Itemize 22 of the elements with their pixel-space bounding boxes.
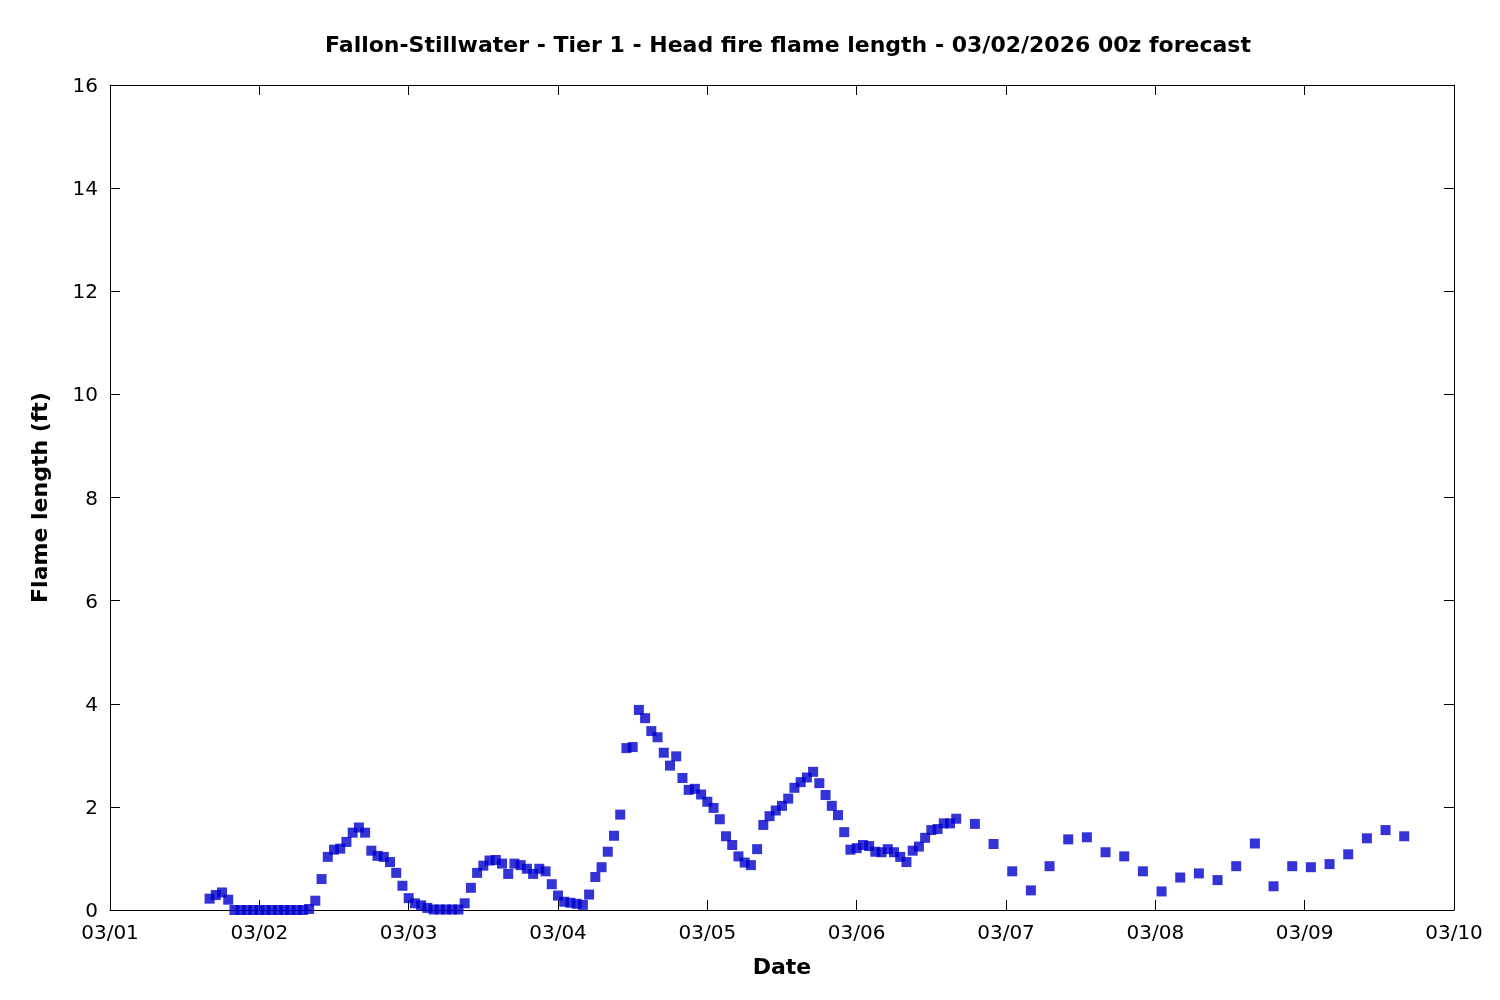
y-tick-label: 16 (72, 73, 98, 97)
y-tick-label: 2 (85, 794, 98, 819)
x-tick-label: 03/05 (678, 920, 737, 944)
chart-title: Fallon-Stillwater - Tier 1 - Head fire flame length - 03/02/2026 00z forecast (325, 31, 1252, 57)
x-tick-label: 03/01 (81, 920, 139, 944)
y-tick-label: 8 (85, 485, 98, 510)
x-tick-label: 03/08 (1126, 920, 1185, 944)
x-tick-label: 03/10 (1425, 920, 1483, 944)
x-tick-label: 03/07 (977, 920, 1035, 944)
x-tick-label: 03/03 (379, 920, 438, 944)
y-axis-title: Flame length (ft) (26, 392, 52, 603)
y-tick-label: 14 (72, 176, 98, 201)
x-tick-label: 03/06 (827, 920, 886, 944)
x-tick-label: 03/04 (529, 920, 587, 944)
x-tick-label: 03/09 (1275, 920, 1334, 944)
y-tick-label: 10 (72, 382, 98, 407)
y-tick-label: 6 (85, 588, 98, 613)
y-tick-label: 12 (72, 279, 98, 304)
y-tick-label: 4 (85, 691, 98, 716)
y-tick-label: 0 (85, 898, 98, 922)
x-axis-title: Date (752, 953, 812, 979)
x-tick-label: 03/02 (230, 920, 289, 944)
